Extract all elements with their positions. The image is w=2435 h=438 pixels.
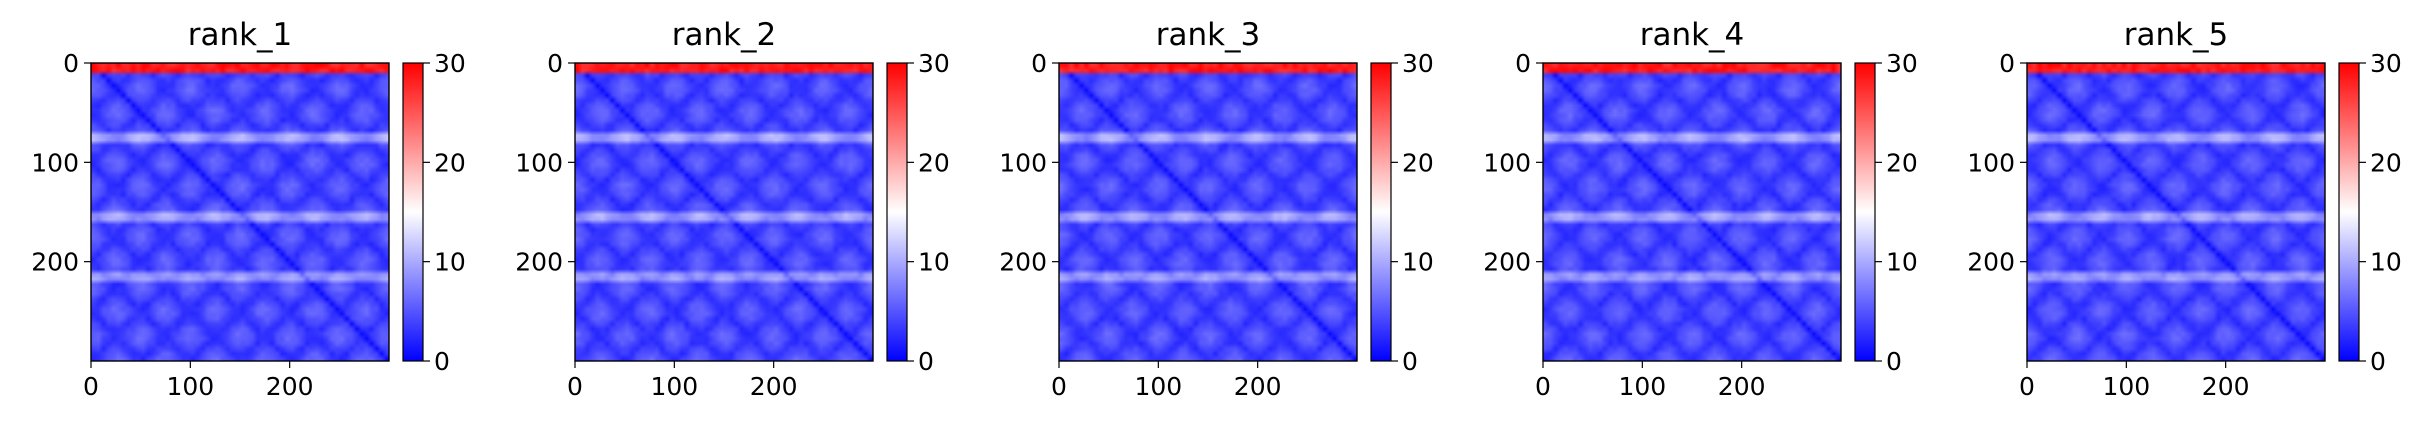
y-tick-label: 0 — [1031, 49, 1047, 78]
colorbar-tick-label: 10 — [2370, 248, 2402, 277]
colorbar — [1854, 62, 1876, 362]
heatmap-image — [1543, 63, 1841, 361]
panel-title: rank_5 — [2124, 17, 2229, 53]
x-tick-label: 0 — [567, 372, 583, 401]
y-tick-label: 200 — [515, 248, 563, 277]
colorbar-tick-label: 10 — [1402, 248, 1434, 277]
panel-rank-1: rank_1 0 100 200 0 100 200 0 10 20 30 — [31, 17, 466, 401]
colorbar — [2338, 62, 2360, 362]
x-tick-label: 0 — [1535, 372, 1551, 401]
colorbar-tick-label: 20 — [434, 148, 466, 177]
plot-frame — [1542, 62, 1842, 362]
x-tick-label: 0 — [1051, 372, 1067, 401]
y-tick-label: 200 — [31, 248, 79, 277]
colorbar-tick-label: 30 — [2370, 49, 2402, 78]
colorbar-tick-label: 20 — [918, 148, 950, 177]
panel-rank-5: rank_5 0 100 200 0 100 200 0 10 20 30 — [1967, 17, 2402, 401]
x-tick-label: 0 — [2019, 372, 2035, 401]
panel-title: rank_1 — [188, 17, 293, 53]
colorbar-tick-label: 0 — [2370, 347, 2386, 376]
x-tick-label: 200 — [266, 372, 314, 401]
plot-frame — [574, 62, 874, 362]
y-tick-label: 100 — [515, 148, 563, 177]
colorbar-tick-label: 0 — [1402, 347, 1418, 376]
plot-frame — [90, 62, 390, 362]
colorbar-tick-label: 30 — [918, 49, 950, 78]
colorbar-tick-label: 10 — [918, 248, 950, 277]
y-tick-label: 100 — [1483, 148, 1531, 177]
plot-frame — [1058, 62, 1358, 362]
colorbar-tick-label: 20 — [1886, 148, 1918, 177]
colorbar-tick-label: 30 — [1886, 49, 1918, 78]
colorbar-tick-label: 0 — [1886, 347, 1902, 376]
colorbar-tick-label: 20 — [2370, 148, 2402, 177]
x-tick-label: 100 — [166, 372, 214, 401]
x-tick-label: 200 — [1718, 372, 1766, 401]
x-tick-label: 200 — [1234, 372, 1282, 401]
colorbar-tick-label: 10 — [1886, 248, 1918, 277]
y-tick-label: 0 — [547, 49, 563, 78]
panel-title: rank_4 — [1640, 17, 1745, 53]
colorbar — [886, 62, 908, 362]
plot-frame — [2026, 62, 2326, 362]
y-tick-label: 100 — [999, 148, 1047, 177]
colorbar — [402, 62, 424, 362]
y-tick-label: 100 — [31, 148, 79, 177]
heatmap-image — [1059, 63, 1357, 361]
heatmap-image — [575, 63, 873, 361]
panel-title: rank_3 — [1156, 17, 1261, 53]
x-tick-label: 200 — [2202, 372, 2250, 401]
x-tick-label: 100 — [1134, 372, 1182, 401]
colorbar-tick-label: 30 — [1402, 49, 1434, 78]
x-tick-label: 0 — [83, 372, 99, 401]
y-tick-label: 100 — [1967, 148, 2015, 177]
colorbar-tick-label: 0 — [434, 347, 450, 376]
colorbar-tick-label: 20 — [1402, 148, 1434, 177]
colorbar-tick-label: 10 — [434, 248, 466, 277]
panel-title: rank_2 — [672, 17, 777, 53]
x-tick-label: 100 — [2102, 372, 2150, 401]
panel-rank-4: rank_4 0 100 200 0 100 200 0 10 20 30 — [1483, 17, 1918, 401]
y-tick-label: 200 — [999, 248, 1047, 277]
colorbar — [1370, 62, 1392, 362]
x-tick-label: 100 — [1618, 372, 1666, 401]
x-tick-label: 100 — [650, 372, 698, 401]
y-tick-label: 0 — [1515, 49, 1531, 78]
x-tick-label: 200 — [750, 372, 798, 401]
y-tick-label: 200 — [1967, 248, 2015, 277]
y-tick-label: 0 — [1999, 49, 2015, 78]
colorbar-tick-label: 0 — [918, 347, 934, 376]
y-tick-label: 0 — [63, 49, 79, 78]
heatmap-image — [2027, 63, 2325, 361]
panel-rank-3: rank_3 0 100 200 0 100 200 0 10 20 30 — [999, 17, 1434, 401]
y-tick-label: 200 — [1483, 248, 1531, 277]
colorbar-tick-label: 30 — [434, 49, 466, 78]
heatmap-image — [91, 63, 389, 361]
panel-rank-2: rank_2 0 100 200 0 100 200 0 10 20 30 — [515, 17, 950, 401]
